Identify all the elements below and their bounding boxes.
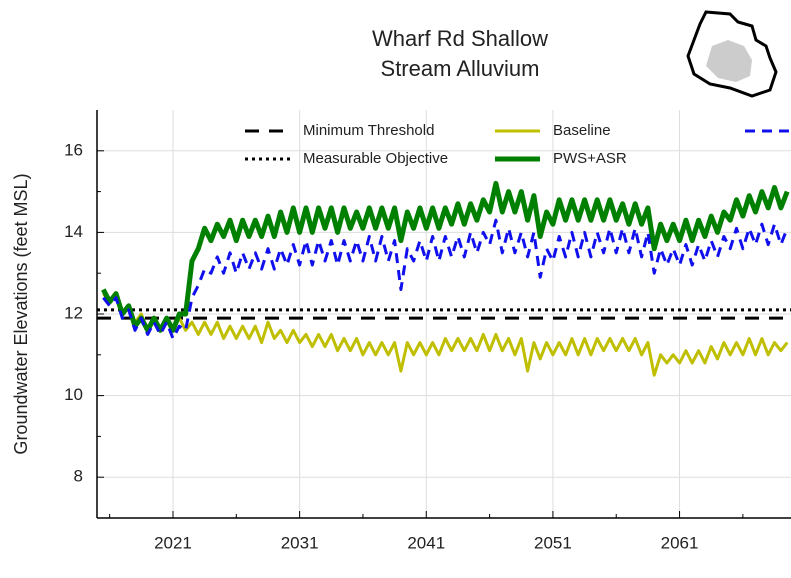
x-tick-label: 2031 (281, 533, 319, 552)
series-line (101, 180, 790, 333)
y-tick-label: 16 (64, 140, 83, 159)
legend-label: Baseline (553, 122, 611, 139)
legend-label: Minimum Threshold (303, 122, 434, 139)
locator-map (686, 10, 778, 98)
x-tick-label: 2051 (534, 533, 572, 552)
x-tick-label: 2041 (407, 533, 445, 552)
y-tick-label: 10 (64, 385, 83, 404)
chart-title: Stream Alluvium (381, 56, 540, 81)
series-line (102, 218, 789, 340)
y-tick-label: 8 (74, 467, 83, 486)
legend-label: Measurable Objective (303, 150, 448, 167)
x-tick-label: 2021 (154, 533, 192, 552)
y-tick-label: 14 (64, 222, 83, 241)
x-tick-label: 2061 (661, 533, 699, 552)
y-tick-label: 12 (64, 303, 83, 322)
series-line (102, 292, 789, 377)
legend-label: PWS+ASR (553, 150, 627, 167)
y-axis-label: Groundwater Elevations (feet MSL) (11, 173, 31, 454)
chart-title: Wharf Rd Shallow (372, 26, 548, 51)
